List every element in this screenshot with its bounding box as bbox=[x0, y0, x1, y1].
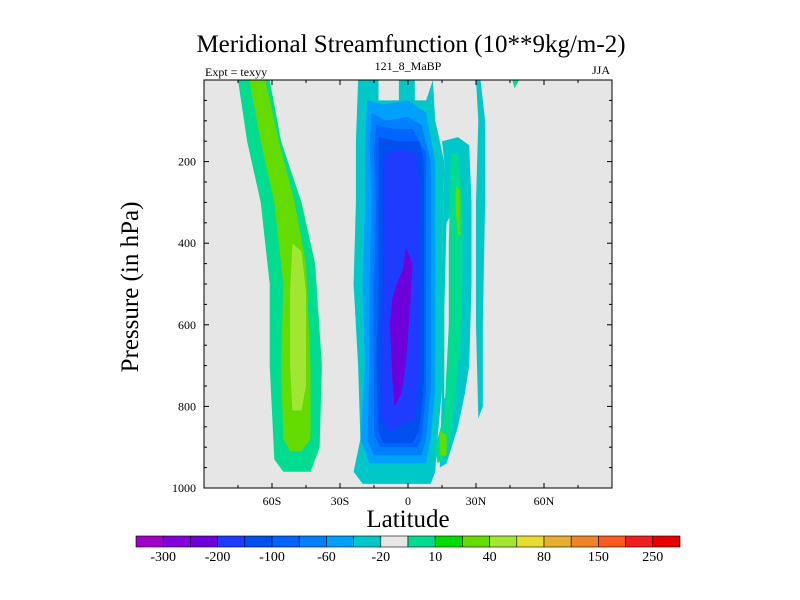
colorbar-label: 10 bbox=[428, 550, 442, 565]
colorbar-swatch bbox=[598, 535, 626, 548]
colorbar-swatch bbox=[570, 535, 599, 548]
colorbar-label: -60 bbox=[317, 550, 336, 565]
x-tick-label: 60S bbox=[263, 494, 282, 508]
x-axis-ticks: 60S 30S 0 30N 60N bbox=[237, 80, 579, 508]
plot-area bbox=[203, 79, 613, 489]
chart-title: Meridional Streamfunction (10**9kg/m-2) bbox=[196, 31, 625, 58]
season-label: JJA bbox=[592, 63, 610, 77]
contour-region bbox=[455, 186, 461, 235]
colorbar-swatch bbox=[489, 535, 518, 548]
contour-region bbox=[512, 80, 520, 89]
x-tick-label: 30S bbox=[331, 494, 350, 508]
contour-region bbox=[435, 153, 463, 464]
colorbar-label: 150 bbox=[588, 550, 609, 565]
colorbar-swatch bbox=[244, 535, 273, 548]
x-tick-label: 60N bbox=[534, 494, 555, 508]
colorbar-swatch bbox=[543, 535, 572, 548]
y-tick-label: 1000 bbox=[172, 481, 196, 495]
y-tick-label: 400 bbox=[178, 236, 196, 250]
contour-region bbox=[389, 247, 413, 407]
colorbar-swatch bbox=[190, 535, 218, 548]
contour-fills bbox=[238, 80, 520, 484]
y-tick-label: 200 bbox=[178, 155, 196, 169]
colorbar-swatch bbox=[625, 535, 654, 548]
colorbar-swatch bbox=[516, 535, 545, 548]
colorbar-swatch bbox=[434, 535, 463, 548]
colorbar-swatch bbox=[326, 535, 354, 548]
colorbar-swatch bbox=[217, 535, 246, 548]
colorbar-swatch bbox=[407, 535, 436, 548]
colorbar-swatch bbox=[652, 535, 681, 548]
colorbar-swatch bbox=[162, 535, 191, 548]
colorbar: -300 -200 -100 -60 -20 10 40 80 150 250 bbox=[135, 535, 681, 565]
colorbar-swatch bbox=[353, 535, 382, 548]
colorbar-label: -200 bbox=[205, 550, 231, 565]
x-tick-label: 30N bbox=[466, 494, 487, 508]
y-tick-label: 600 bbox=[178, 318, 196, 332]
colorbar-label: 250 bbox=[642, 550, 663, 565]
colorbar-swatch bbox=[271, 535, 300, 548]
x-tick-label: 0 bbox=[405, 494, 411, 508]
colorbar-label: -300 bbox=[150, 550, 176, 565]
colorbar-swatch bbox=[135, 535, 164, 548]
contour-region bbox=[439, 430, 447, 456]
run-label: 121_8_MaBP bbox=[375, 59, 442, 73]
colorbar-swatch bbox=[462, 535, 490, 548]
colorbar-label: 40 bbox=[483, 550, 497, 565]
y-axis-ticks: 200 400 600 800 1000 bbox=[172, 99, 612, 495]
experiment-label: Expt = texyy bbox=[205, 65, 267, 79]
contour-region bbox=[476, 80, 486, 419]
y-axis-label: Pressure (in hPa) bbox=[117, 202, 144, 373]
colorbar-label: -20 bbox=[371, 550, 390, 565]
colorbar-swatch bbox=[298, 535, 327, 548]
x-axis-label: Latitude bbox=[366, 506, 449, 533]
colorbar-swatch bbox=[380, 535, 409, 548]
colorbar-label: 80 bbox=[537, 550, 551, 565]
contour-region bbox=[290, 243, 306, 411]
y-tick-label: 800 bbox=[178, 399, 196, 413]
colorbar-label: -100 bbox=[259, 550, 285, 565]
